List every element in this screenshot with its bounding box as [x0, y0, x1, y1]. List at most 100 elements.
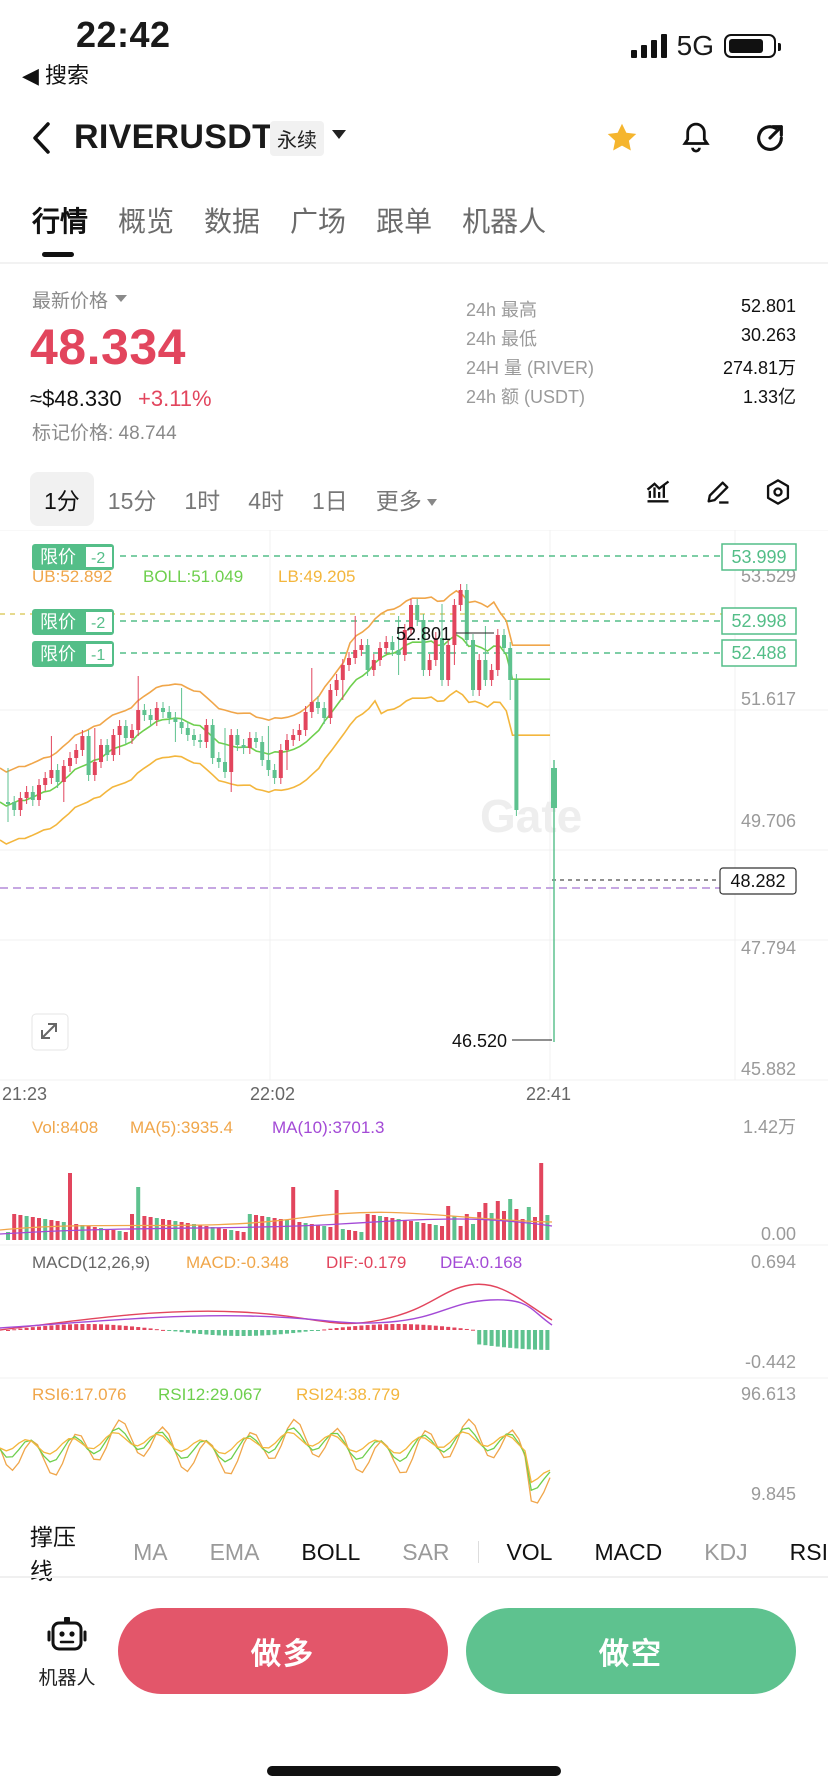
indicator-icon[interactable] — [642, 476, 674, 508]
macd-bar — [347, 1326, 351, 1330]
active-tab-indicator — [42, 252, 74, 257]
volume-bar — [396, 1219, 401, 1240]
volume-bar — [49, 1220, 54, 1240]
candle-body — [415, 605, 420, 620]
indicator-boll[interactable]: BOLL — [301, 1538, 361, 1565]
volume-bar — [117, 1231, 122, 1240]
boll-middle-line — [0, 633, 550, 807]
symbol-dropdown-icon[interactable] — [332, 130, 346, 139]
candle-body — [260, 742, 265, 760]
kline-chart[interactable]: Gate 限价 -2 限价 -2 限价 -1 UB:52.892 BOLL:51… — [0, 530, 828, 1510]
order-tag-2[interactable]: 限价 -2 — [32, 609, 114, 635]
volume-bar — [92, 1227, 97, 1240]
macd-bar — [247, 1330, 252, 1336]
signal-icon — [630, 34, 667, 58]
macd-bar — [533, 1330, 537, 1350]
boll-ub-label: UB:52.892 — [32, 567, 112, 586]
vol-axis-bottom: 0.00 — [761, 1224, 796, 1244]
volume-bar — [241, 1232, 246, 1240]
volume-bar — [489, 1213, 494, 1240]
macd-bar — [130, 1326, 134, 1330]
macd-bar — [464, 1328, 469, 1330]
volume-bar — [390, 1218, 395, 1240]
price-axis-label: 49.706 — [741, 811, 796, 831]
macd-bar — [179, 1330, 184, 1333]
macd-bar — [136, 1327, 141, 1330]
latest-price-label[interactable]: 最新价格 — [32, 291, 109, 312]
robot-button[interactable]: 机器人 — [36, 1616, 98, 1690]
macd-bar — [12, 1329, 17, 1331]
candle-body — [409, 605, 413, 630]
timeframe-1m[interactable]: 1分 — [30, 472, 94, 526]
order-tag-1[interactable]: 限价 -2 — [32, 544, 114, 570]
indicator-vol[interactable]: VOL — [506, 1538, 553, 1565]
order-tag-3[interactable]: 限价 -1 — [32, 641, 114, 667]
draw-pencil-icon[interactable] — [702, 476, 734, 508]
candle-body — [247, 738, 252, 748]
timeframe-1h[interactable]: 1时 — [184, 488, 221, 514]
short-button[interactable]: 做空 — [466, 1608, 796, 1694]
indicator-kdj[interactable]: KDJ — [704, 1538, 748, 1565]
indicator-ema[interactable]: EMA — [209, 1538, 260, 1565]
boll-upper-line — [0, 589, 550, 773]
volume-bar — [185, 1223, 190, 1240]
status-time: 22:42 — [76, 14, 171, 55]
order-tag-qty: -1 — [91, 647, 105, 664]
main-tabs: 行情 概览 数据 广场 跟单 机器人 — [32, 200, 546, 240]
share-icon[interactable] — [750, 118, 790, 158]
back-to-app-link[interactable]: ◀ 搜索 — [22, 63, 90, 88]
timeframe-more[interactable]: 更多 — [362, 472, 451, 526]
current-price: 48.282 — [730, 871, 785, 891]
order-price: 53.999 — [731, 547, 786, 567]
timeframe-4h[interactable]: 4时 — [248, 488, 284, 514]
volume-bar — [161, 1219, 165, 1240]
timeframe-1d[interactable]: 1日 — [311, 488, 348, 514]
macd-bar — [254, 1330, 258, 1336]
24h-stats: 24h 最高 52.801 24h 最低 30.263 24H 量 (RIVER) 2… — [466, 296, 796, 412]
long-button[interactable]: 做多 — [118, 1608, 448, 1694]
tab-copy-trading[interactable]: 跟单 — [376, 206, 433, 237]
latest-price-dropdown-icon[interactable] — [115, 295, 127, 302]
tab-square[interactable]: 广场 — [290, 206, 347, 237]
order-price: 52.998 — [731, 611, 786, 631]
volume-bar — [12, 1214, 17, 1240]
settings-hexagon-icon[interactable] — [762, 476, 794, 508]
macd-bar — [37, 1326, 41, 1330]
stat-value: 274.81万 — [722, 358, 796, 378]
favorite-star-icon[interactable] — [602, 118, 642, 158]
indicator-sar[interactable]: SAR — [402, 1538, 450, 1565]
symbol-title[interactable]: RIVERUSDT — [74, 118, 274, 156]
tab-data[interactable]: 数据 — [204, 206, 261, 237]
fullscreen-icon[interactable] — [31, 1013, 69, 1051]
indicator-macd[interactable]: MACD — [594, 1538, 663, 1565]
volume-bar — [334, 1190, 339, 1240]
stat-value: 30.263 — [740, 325, 796, 345]
macd-bar — [285, 1330, 289, 1334]
macd-bar — [105, 1324, 110, 1330]
tab-bot[interactable]: 机器人 — [462, 206, 547, 237]
tab-overview[interactable]: 概览 — [118, 206, 175, 237]
indicator-divider — [477, 1541, 479, 1563]
candle-body — [235, 735, 240, 745]
indicator-rsi[interactable]: RSI — [789, 1538, 828, 1565]
volume-bar — [43, 1219, 48, 1240]
volume-bar — [477, 1212, 482, 1240]
volume-bar — [440, 1226, 444, 1240]
order-price: 52.488 — [731, 643, 786, 663]
back-icon[interactable] — [28, 118, 56, 158]
tab-market[interactable]: 行情 — [32, 206, 89, 237]
boll-mid-label: BOLL:51.049 — [143, 567, 243, 586]
rsi24-line — [0, 1431, 551, 1484]
macd-bar — [390, 1324, 395, 1330]
candle-body — [229, 735, 234, 772]
macd-bar — [24, 1327, 29, 1330]
indicator-ma[interactable]: MA — [133, 1538, 168, 1565]
macd-bar — [30, 1327, 35, 1330]
order-tag-type: 限价 — [40, 547, 76, 567]
mark-price: 标记价格: 48.744 — [32, 423, 177, 444]
candle-body — [421, 620, 426, 670]
timeframe-15m[interactable]: 15分 — [107, 488, 157, 514]
order-price-tag-2: 52.998 — [721, 607, 797, 635]
bell-icon[interactable] — [676, 118, 716, 158]
volume-bar — [409, 1221, 413, 1240]
